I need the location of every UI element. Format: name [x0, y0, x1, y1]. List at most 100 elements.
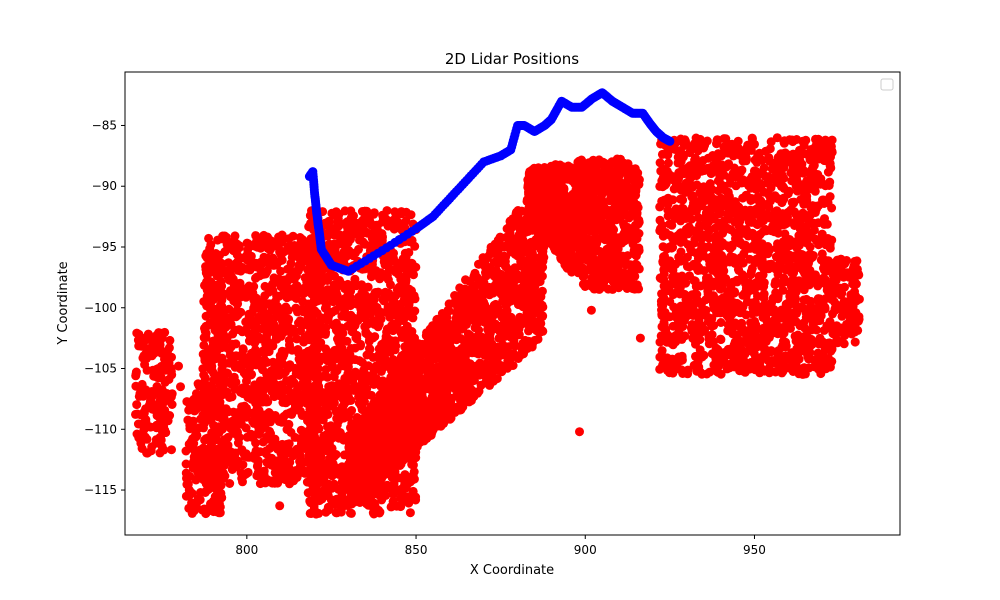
- red-point: [460, 312, 469, 322]
- red-point: [312, 489, 322, 499]
- red-point: [391, 450, 401, 460]
- red-point: [323, 285, 333, 295]
- red-point: [438, 408, 448, 418]
- red-point: [526, 310, 536, 320]
- red-point: [305, 457, 315, 466]
- red-point: [343, 362, 353, 372]
- red-point: [142, 434, 152, 444]
- red-point: [354, 383, 364, 393]
- red-point: [502, 241, 511, 251]
- red-point: [357, 280, 367, 290]
- red-point: [386, 280, 395, 290]
- red-point: [241, 384, 251, 394]
- red-point: [338, 239, 348, 249]
- red-point: [482, 287, 492, 297]
- red-point: [489, 323, 499, 333]
- red-point: [339, 354, 349, 364]
- red-point: [578, 279, 588, 289]
- red-point: [310, 370, 320, 380]
- red-point: [461, 350, 471, 359]
- red-point: [290, 292, 300, 302]
- red-point: [135, 430, 145, 440]
- red-point: [232, 410, 242, 419]
- red-point: [350, 343, 360, 353]
- red-point: [520, 344, 530, 354]
- red-point: [321, 435, 331, 445]
- red-point: [375, 307, 385, 317]
- red-point: [218, 335, 228, 345]
- red-point: [218, 382, 228, 392]
- red-point: [284, 439, 294, 449]
- red-point: [365, 217, 375, 227]
- red-point: [309, 271, 318, 280]
- red-point: [249, 241, 258, 251]
- red-point: [202, 350, 211, 360]
- red-point: [522, 290, 532, 300]
- red-point: [270, 411, 280, 420]
- red-point: [252, 272, 262, 282]
- red-point: [308, 318, 318, 328]
- red-point: [182, 480, 192, 489]
- red-point: [480, 259, 490, 269]
- red-point: [405, 326, 415, 336]
- red-point: [156, 361, 166, 371]
- red-point: [356, 401, 366, 411]
- red-point: [241, 412, 251, 422]
- red-point: [341, 382, 351, 392]
- red-point: [291, 303, 301, 313]
- red-point: [379, 271, 389, 281]
- red-point: [206, 465, 216, 474]
- red-point: [369, 498, 379, 508]
- red-point: [269, 320, 279, 330]
- red-point: [462, 361, 472, 371]
- red-point: [159, 421, 169, 431]
- red-point: [330, 368, 340, 378]
- red-point: [390, 418, 400, 428]
- red-point: [437, 389, 447, 399]
- red-point: [403, 307, 413, 317]
- red-point: [354, 356, 364, 366]
- red-point: [243, 360, 253, 369]
- red-point: [189, 506, 199, 516]
- red-point: [292, 334, 302, 344]
- red-point: [243, 452, 253, 462]
- red-point: [350, 248, 360, 258]
- red-point: [219, 317, 229, 327]
- red-point: [350, 314, 360, 323]
- red-point: [320, 303, 330, 313]
- red-point: [388, 306, 398, 316]
- red-point: [321, 403, 331, 413]
- red-point: [341, 252, 351, 262]
- red-point: [524, 326, 533, 336]
- red-point: [422, 434, 432, 443]
- red-point: [225, 479, 235, 488]
- red-point: [184, 491, 194, 501]
- red-point: [307, 467, 317, 477]
- red-point: [208, 399, 218, 409]
- red-point: [323, 231, 333, 241]
- red-point: [273, 310, 283, 320]
- red-point: [132, 400, 142, 410]
- red-point: [347, 482, 356, 492]
- red-point: [340, 407, 350, 417]
- red-point: [486, 242, 496, 252]
- red-point: [152, 411, 162, 421]
- red-point: [233, 427, 242, 437]
- red-point: [518, 228, 528, 238]
- red-point: [500, 317, 510, 327]
- red-point: [189, 463, 198, 473]
- red-point: [516, 244, 526, 254]
- red-point: [245, 314, 255, 324]
- red-point: [341, 282, 351, 292]
- red-point: [253, 456, 263, 466]
- red-point: [263, 244, 273, 253]
- red-point: [259, 308, 269, 318]
- red-point: [251, 438, 261, 448]
- red-point: [272, 334, 282, 344]
- red-point: [329, 347, 339, 357]
- red-point: [378, 434, 388, 444]
- red-point: [258, 387, 268, 397]
- red-point: [198, 446, 208, 456]
- red-point: [228, 238, 238, 248]
